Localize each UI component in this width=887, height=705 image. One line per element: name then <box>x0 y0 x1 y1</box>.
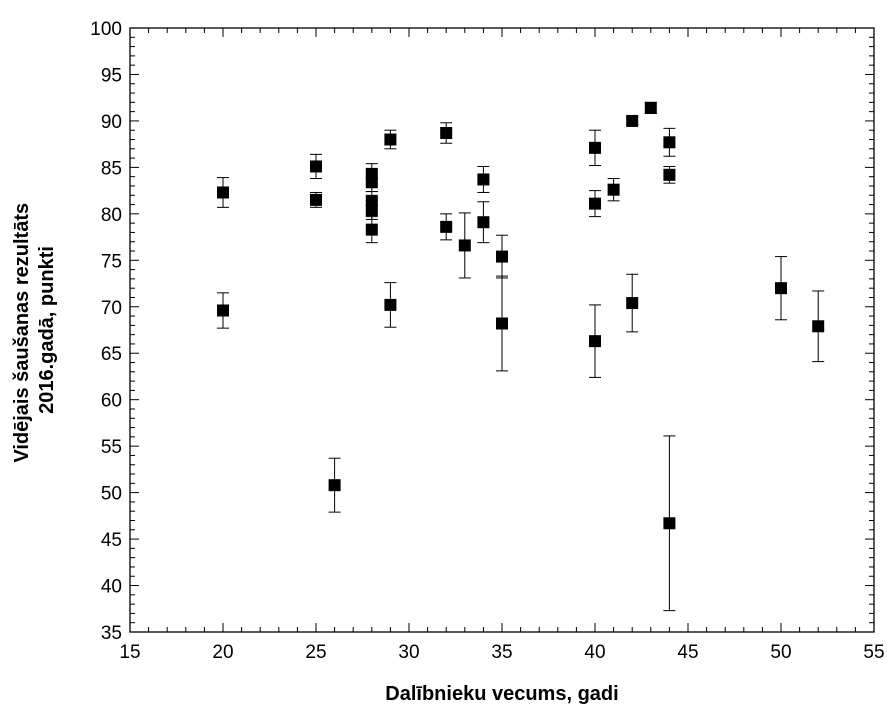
data-point-group <box>626 273 639 333</box>
data-point <box>626 297 639 310</box>
data-point-group <box>328 457 341 513</box>
data-point-group <box>477 165 490 193</box>
data-point <box>496 250 508 263</box>
y-tick-label: 80 <box>101 205 122 226</box>
y-tick-label: 95 <box>101 65 122 86</box>
data-point <box>440 127 453 140</box>
data-point-group <box>812 290 825 363</box>
data-point <box>663 136 676 149</box>
y-tick-label: 75 <box>101 251 122 272</box>
data-point <box>365 223 378 236</box>
data-point <box>589 141 601 154</box>
x-tick-label: 35 <box>491 642 512 663</box>
y-tick-label: 70 <box>101 298 122 319</box>
data-point-group <box>477 201 490 244</box>
y-tick-label: 90 <box>101 112 122 133</box>
y-axis-title-line-2: 2016.gadā, punkti <box>36 246 58 414</box>
data-point-group <box>458 212 471 279</box>
data-point <box>458 239 471 252</box>
x-tick-label: 25 <box>305 642 326 663</box>
data-point <box>589 335 601 348</box>
y-tick-label: 85 <box>101 158 122 179</box>
data-point <box>626 114 639 127</box>
data-point-group <box>496 275 508 372</box>
data-point-group <box>626 114 639 127</box>
x-tick-label: 15 <box>119 642 140 663</box>
data-point <box>310 193 322 206</box>
data-point <box>644 101 657 114</box>
tick-marks <box>129 27 875 633</box>
data-point <box>663 517 676 530</box>
data-point-group <box>440 122 453 144</box>
data-point-group <box>217 177 229 208</box>
data-point <box>384 298 397 311</box>
data-point-group <box>310 153 322 180</box>
data-point-group <box>384 282 397 328</box>
data-point-group <box>589 304 601 378</box>
x-tick-label: 30 <box>398 642 419 663</box>
data-point <box>477 173 490 186</box>
data-point <box>477 216 490 229</box>
data-point <box>440 220 453 233</box>
data-point-group <box>775 256 787 321</box>
data-point-group <box>607 178 620 202</box>
data-point <box>328 479 341 492</box>
y-tick-label: 40 <box>101 577 122 598</box>
data-point <box>365 176 378 189</box>
y-tick-label: 100 <box>90 19 122 40</box>
x-axis-title: Dalībnieku vecums, gadi <box>385 683 618 705</box>
data-point-group <box>384 129 397 150</box>
data-point <box>217 304 229 317</box>
x-tick-label: 45 <box>677 642 698 663</box>
x-tick-label: 40 <box>584 642 605 663</box>
x-tick-label: 55 <box>863 642 884 663</box>
y-tick-label: 65 <box>101 344 122 365</box>
data-point <box>775 282 787 295</box>
x-tick-label: 20 <box>212 642 233 663</box>
y-tick-label: 60 <box>101 391 122 412</box>
y-axis-title: Vidējais šaušanas rezultāts 2016.gadā, p… <box>11 197 58 462</box>
data-point-group <box>217 292 229 329</box>
data-point-group <box>589 129 601 167</box>
y-tick-label: 50 <box>101 484 122 505</box>
data-point-group <box>589 190 601 218</box>
data-point-group <box>663 165 676 184</box>
data-point <box>812 320 825 333</box>
data-point-group <box>365 216 378 244</box>
data-points <box>217 101 825 612</box>
data-point-group <box>310 191 322 208</box>
y-tick-label: 55 <box>101 437 122 458</box>
data-point-group <box>644 101 657 114</box>
data-point <box>384 133 397 146</box>
data-point-group <box>663 435 676 612</box>
data-point-group <box>440 213 453 241</box>
y-axis-title-line-1: Vidējais šaušanas rezultāts <box>11 203 33 463</box>
data-point <box>217 186 229 199</box>
data-point <box>589 197 601 210</box>
data-point-group <box>496 234 508 279</box>
data-point-group <box>663 127 676 157</box>
y-tick-label: 45 <box>101 530 122 551</box>
y-tick-label: 35 <box>101 623 122 644</box>
data-point <box>496 317 508 330</box>
tick-labels: 15 20 25 30 35 40 45 50 55 35 40 45 50 55 60 65 70 75 80 85… <box>90 19 884 663</box>
data-point <box>365 204 378 217</box>
data-point <box>310 160 322 173</box>
data-point <box>663 168 676 181</box>
data-point <box>607 183 620 196</box>
x-tick-label: 50 <box>770 642 791 663</box>
